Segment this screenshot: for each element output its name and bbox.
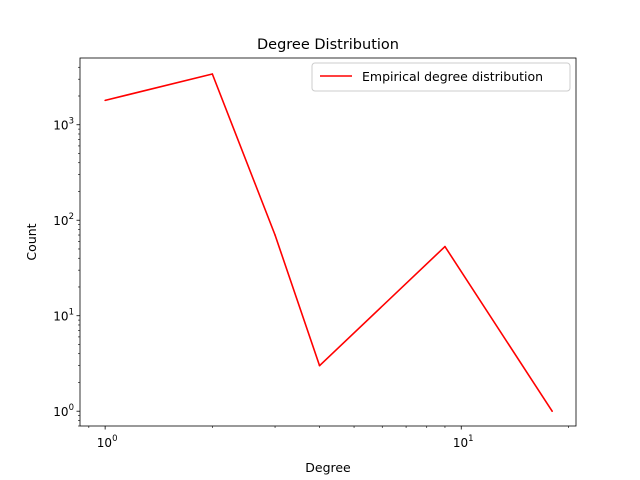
data-point	[318, 364, 321, 367]
x-axis-label: Degree	[305, 460, 351, 475]
data-point	[444, 245, 446, 248]
plot-area	[104, 73, 553, 413]
legend: Empirical degree distribution	[311, 62, 571, 92]
data-point	[211, 73, 214, 75]
x-tick-label: 101	[453, 434, 474, 450]
y-tick-label: 101	[53, 308, 74, 324]
data-point	[104, 99, 106, 102]
y-tick-label: 103	[53, 117, 74, 133]
legend-box	[311, 62, 571, 92]
axes-frame	[79, 57, 577, 427]
y-axis-label: Count	[24, 223, 39, 260]
data-point	[551, 410, 553, 413]
y-tick-label: 102	[53, 212, 74, 228]
y-tick-label: 100	[53, 403, 74, 419]
legend-label: Empirical degree distribution	[362, 69, 543, 84]
axis-ticks: 100 101 100 101 102 103	[53, 57, 577, 450]
data-point	[274, 234, 276, 236]
x-tick-label: 100	[97, 434, 118, 450]
series-line-0	[104, 73, 553, 412]
chart-title: Degree Distribution	[257, 37, 399, 53]
